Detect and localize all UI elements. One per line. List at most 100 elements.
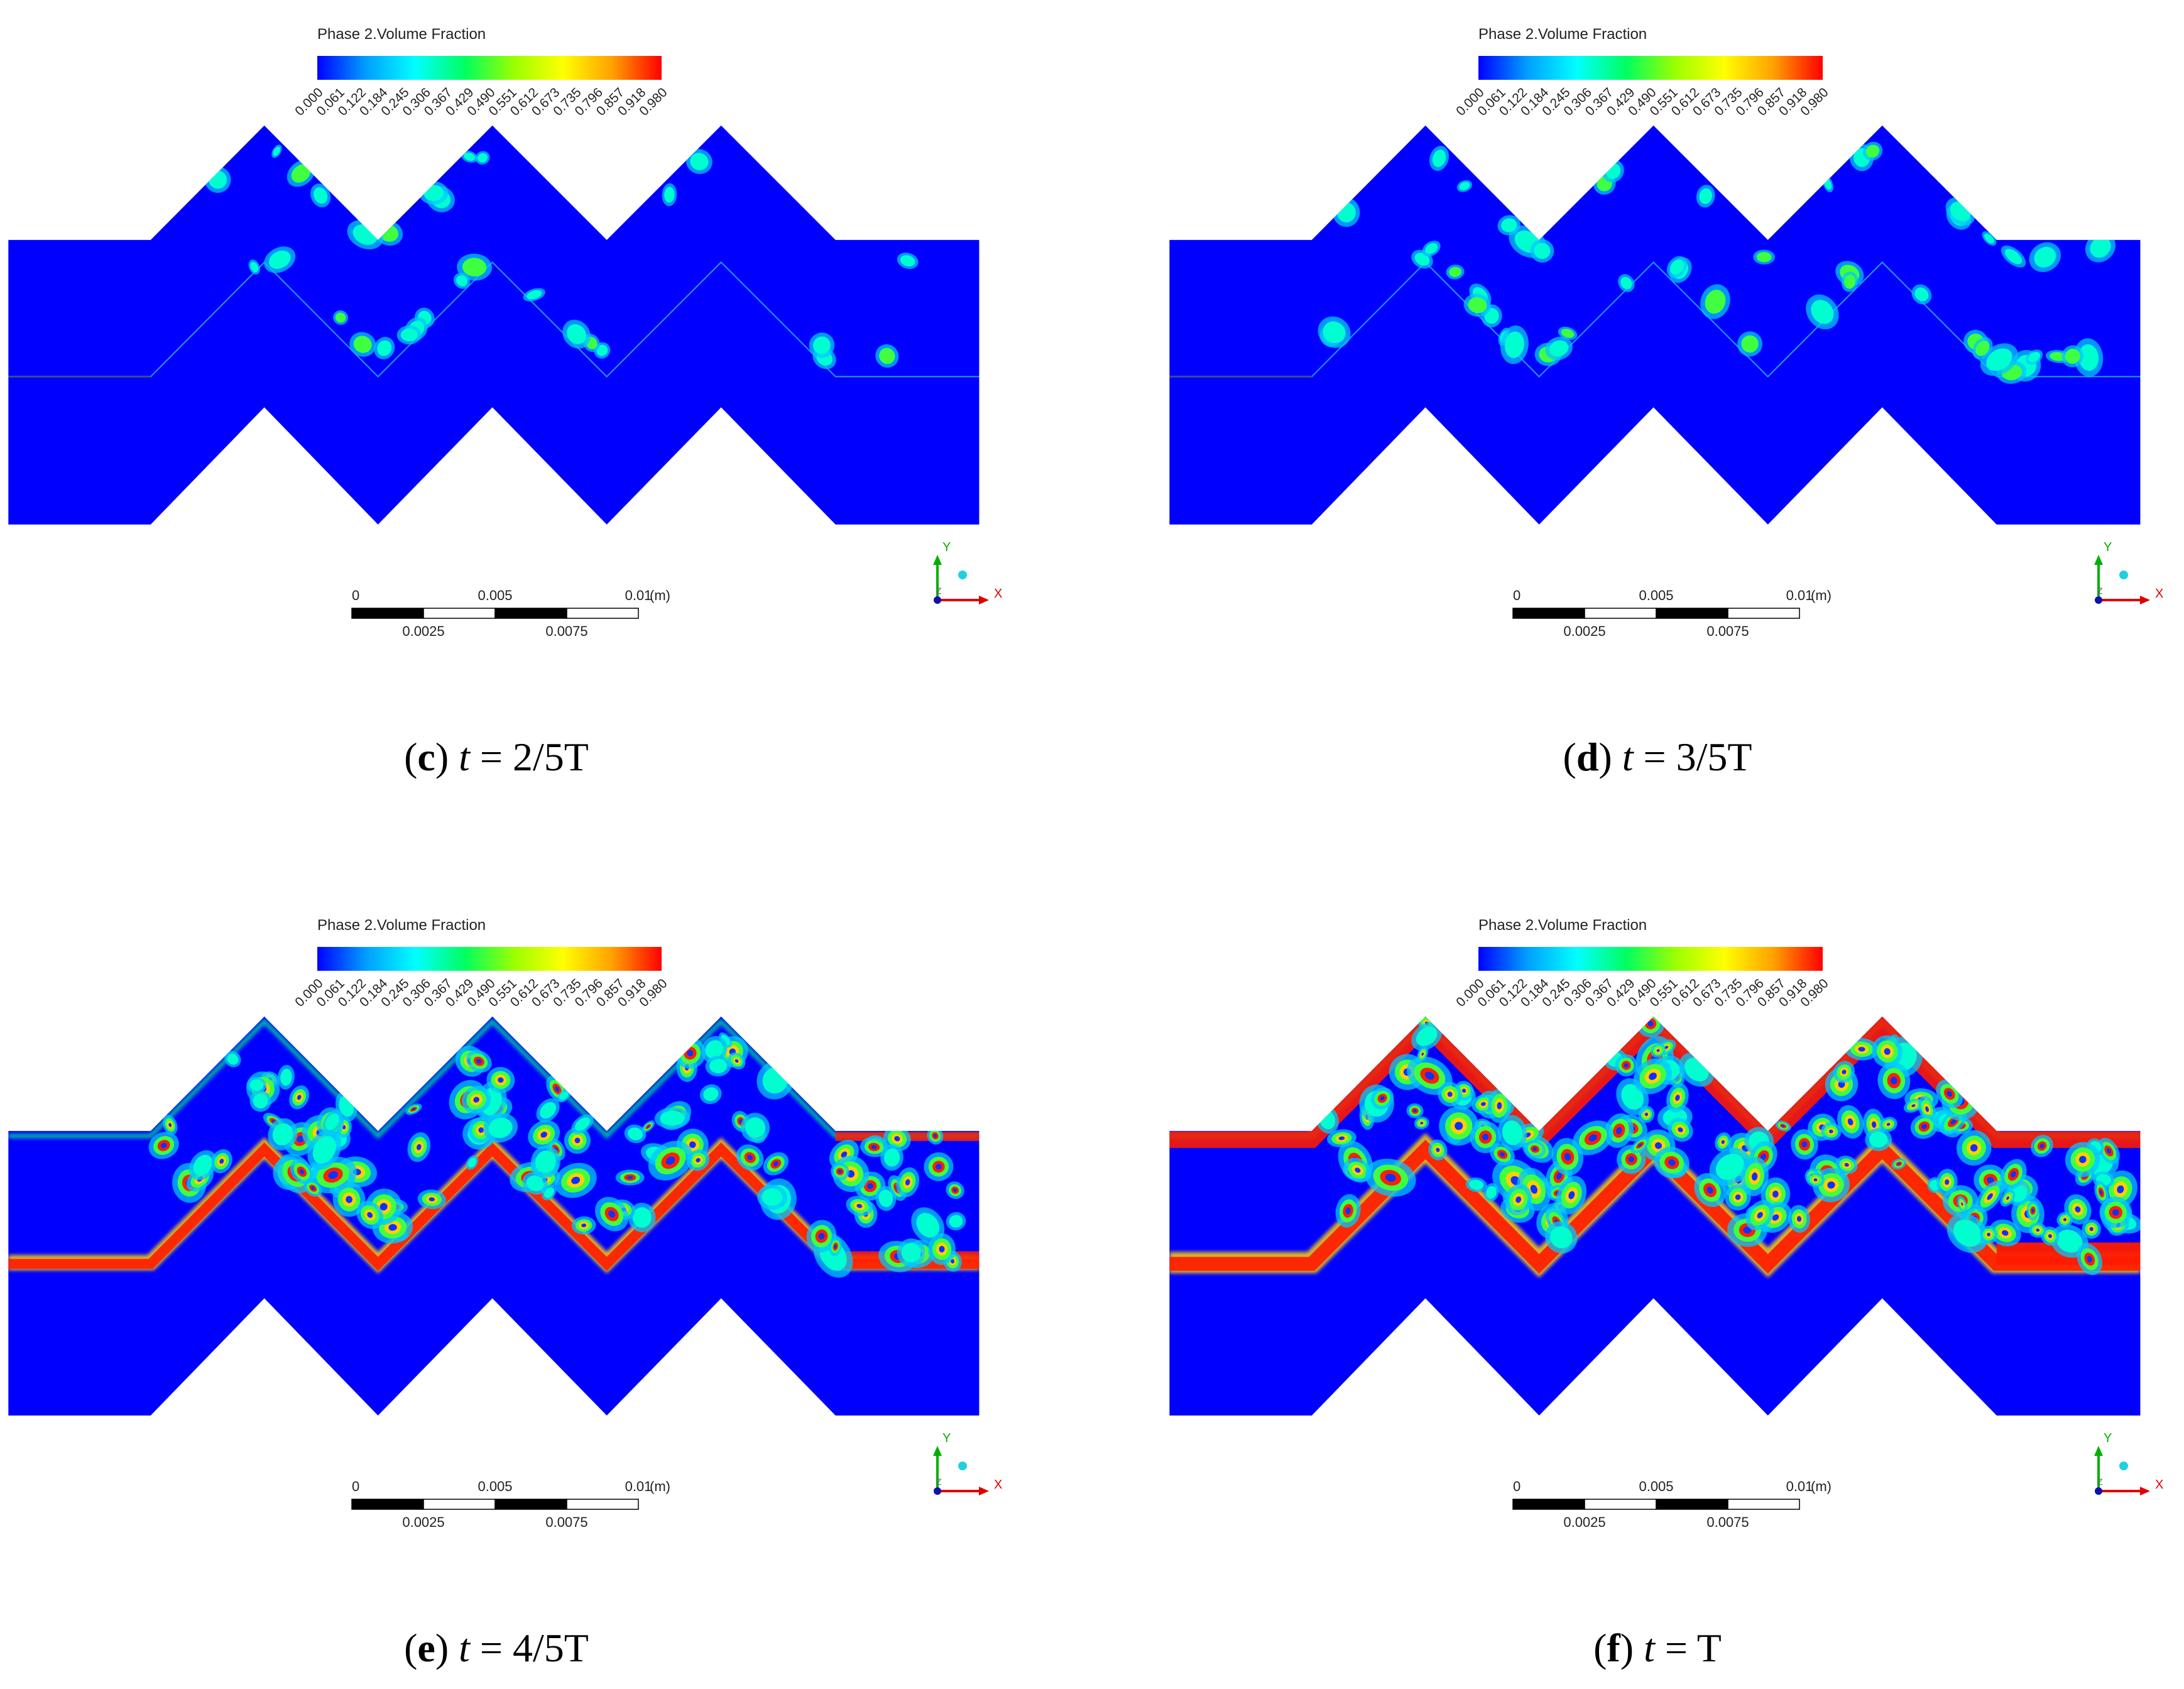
droplet — [2031, 1135, 2053, 1157]
droplet — [2082, 1219, 2101, 1239]
panel-c: Phase 2.Volume Fraction0.0000.0610.1220.… — [8, 26, 1002, 639]
droplet — [897, 1238, 925, 1267]
droplet-center — [412, 1108, 416, 1111]
droplet-body — [526, 1175, 544, 1191]
droplet — [1630, 1137, 1650, 1154]
droplet-body — [1914, 287, 1929, 302]
droplet-body — [2078, 344, 2099, 371]
droplet — [896, 1167, 920, 1198]
scale-label: 0.0025 — [402, 623, 444, 639]
droplet-center — [1668, 1159, 1676, 1166]
droplet-center — [2031, 1208, 2034, 1213]
droplet — [457, 253, 493, 281]
droplet-center — [936, 1164, 942, 1170]
droplet-center — [841, 1151, 848, 1158]
droplet-body — [353, 336, 372, 353]
droplet-body — [253, 1093, 268, 1109]
droplet-center — [1706, 1186, 1713, 1194]
droplet-center — [1847, 1118, 1854, 1125]
caption-var: t — [459, 735, 470, 779]
droplet — [1791, 1129, 1818, 1160]
droplet — [1438, 1081, 1462, 1107]
droplet-center — [734, 1059, 739, 1063]
droplet — [1370, 1087, 1394, 1110]
droplet — [1806, 294, 1839, 330]
droplet — [924, 1152, 954, 1181]
scale-label: 0.01 — [625, 1479, 652, 1494]
droplet — [1788, 1205, 1810, 1233]
droplet-body — [1741, 335, 1759, 353]
droplet — [1972, 337, 1993, 360]
colorbar — [317, 56, 662, 80]
droplet-center — [1945, 1179, 1950, 1185]
droplet-center — [1568, 1191, 1575, 1200]
droplet — [1487, 1088, 1512, 1123]
droplet — [1989, 1219, 2021, 1247]
droplet — [1545, 336, 1573, 361]
scale-unit: (m) — [1811, 588, 1832, 603]
droplet — [1835, 1156, 1858, 1174]
droplet-center — [2106, 1148, 2111, 1154]
droplet-body — [1561, 329, 1575, 338]
droplet — [1428, 1139, 1448, 1161]
droplet — [417, 1189, 446, 1210]
droplet-center — [1500, 1152, 1505, 1157]
droplet-body — [280, 1068, 292, 1086]
droplet — [571, 1216, 596, 1235]
droplet-body — [628, 1127, 643, 1140]
droplet-center — [168, 1123, 172, 1127]
droplet — [1615, 1054, 1638, 1076]
droplet-center — [1413, 1109, 1417, 1113]
droplet-body — [1620, 276, 1632, 290]
droplet — [1980, 1225, 1998, 1244]
droplet — [1753, 249, 1775, 265]
droplet — [333, 310, 349, 325]
droplet-body — [325, 1113, 339, 1130]
droplet-body — [478, 153, 488, 163]
droplet-body — [2065, 348, 2080, 364]
droplet — [571, 1114, 594, 1134]
droplet-body — [883, 1148, 900, 1167]
droplet — [1821, 1122, 1842, 1141]
droplet — [719, 1032, 733, 1048]
droplet-center — [1781, 1125, 1785, 1127]
droplet — [1956, 1130, 1992, 1166]
droplet-center — [1925, 1106, 1929, 1112]
axis-origin — [934, 596, 941, 604]
droplet-center — [626, 1176, 633, 1179]
phase-field — [1169, 141, 2141, 384]
droplet — [1365, 1159, 1416, 1197]
caption-letter: d — [1576, 735, 1599, 779]
droplet-body — [1705, 290, 1726, 314]
droplet — [829, 1237, 842, 1257]
droplet-center — [1772, 1190, 1779, 1198]
droplet — [2061, 345, 2083, 368]
droplet-center — [346, 1196, 352, 1203]
droplet — [1862, 141, 1883, 161]
droplet-center — [608, 1210, 616, 1218]
droplet — [1700, 284, 1730, 319]
panel-f: Phase 2.Volume Fraction0.0000.0610.1220.… — [1169, 917, 2163, 1530]
droplet-center — [933, 1134, 937, 1138]
droplet-center — [1886, 1122, 1891, 1126]
droplet-body — [1865, 145, 1880, 158]
droplet-center — [2100, 1189, 2103, 1195]
droplet — [356, 1201, 384, 1229]
droplet-body — [2090, 236, 2111, 258]
droplet-center — [1556, 1172, 1562, 1180]
droplet — [1740, 1157, 1769, 1196]
droplet-center — [689, 1141, 696, 1149]
scale-label: 0.01 — [625, 588, 652, 603]
droplet-center — [540, 1132, 547, 1138]
droplet-body — [949, 1215, 963, 1228]
scale-label: 0.005 — [1639, 1479, 1673, 1494]
droplet-body — [1486, 1186, 1497, 1199]
droplet-body — [2004, 249, 2023, 265]
droplet-body — [762, 1188, 783, 1206]
droplet — [1936, 1169, 1958, 1196]
droplet — [1327, 1129, 1357, 1147]
droplet-center — [1987, 1177, 1994, 1184]
caption-c: (c) t = 2/5T — [404, 735, 589, 779]
droplet — [148, 1132, 179, 1159]
droplet-center — [1987, 1193, 1993, 1200]
